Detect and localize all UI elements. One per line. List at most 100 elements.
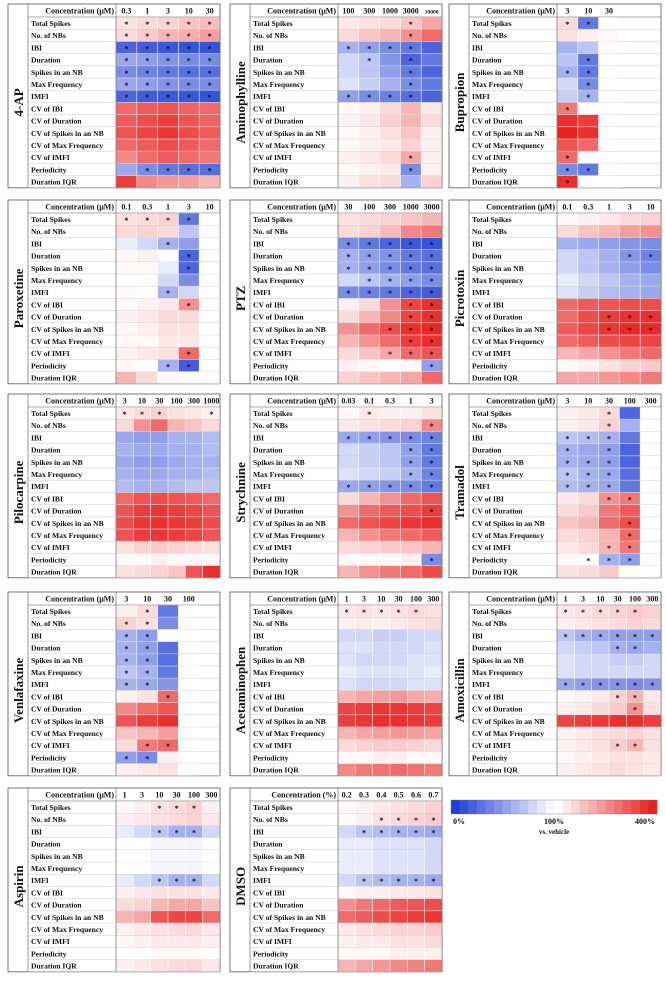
significance-marker: * <box>208 93 212 102</box>
heatmap-cell <box>578 17 599 29</box>
colorbar-step <box>476 800 486 814</box>
concentration-axis-label: Concentration (μM) <box>45 397 114 406</box>
heatmap-cell <box>178 605 199 617</box>
heatmap-cell <box>185 529 203 541</box>
heatmap-cell <box>338 947 356 960</box>
significance-marker: * <box>565 434 569 443</box>
significance-marker: * <box>145 608 149 617</box>
heatmap-cell <box>421 335 442 347</box>
heatmap-cell <box>116 690 137 703</box>
heatmap-cell <box>557 443 578 456</box>
metric-row-label: CV of IMFI <box>253 741 292 750</box>
heatmap-cell <box>116 727 137 739</box>
significance-marker: * <box>166 44 170 53</box>
heatmap-cell <box>157 678 179 691</box>
heatmap-cell <box>338 443 359 456</box>
heatmap-cell <box>137 175 158 188</box>
heatmap-cell <box>116 286 137 299</box>
heatmap-cell <box>199 286 220 299</box>
metric-row-label: CV of IMFI <box>253 349 292 358</box>
heatmap-cell <box>626 739 644 752</box>
heatmap-cell <box>557 468 578 480</box>
heatmap-cell <box>116 850 134 862</box>
heatmap-cell <box>557 114 578 127</box>
colorbar-step <box>451 800 460 814</box>
heatmap-cell <box>390 874 408 887</box>
heatmap-cell <box>185 935 203 948</box>
heatmap-cell <box>157 90 179 103</box>
heatmap-cell <box>116 702 137 715</box>
heatmap-cell <box>116 127 137 139</box>
metric-row-label: Total Spikes <box>472 409 512 418</box>
heatmap-cell <box>355 702 373 715</box>
heatmap-cell <box>338 837 356 850</box>
heatmap-cell <box>400 359 421 372</box>
significance-marker: * <box>208 69 212 78</box>
significance-marker: * <box>409 447 413 456</box>
concentration-tick: 1 <box>409 397 413 406</box>
heatmap-cell <box>390 850 408 862</box>
significance-marker: * <box>430 338 434 347</box>
metric-row-label: Total Spikes <box>253 19 293 28</box>
heatmap-cell <box>372 702 390 715</box>
heatmap-cell <box>157 237 179 250</box>
heatmap-cell <box>400 468 421 480</box>
significance-marker: * <box>565 471 569 480</box>
significance-marker: * <box>616 693 620 702</box>
metric-row-label: Periodicity <box>31 165 67 174</box>
metric-row-label: CV of IBI <box>253 300 285 309</box>
heatmap-cell <box>598 371 620 384</box>
heatmap-cell <box>643 678 661 691</box>
heatmap-cell <box>390 690 408 703</box>
heatmap-cell <box>185 886 203 899</box>
heatmap-cell <box>400 323 421 335</box>
concentration-tick: 100 <box>183 595 195 604</box>
heatmap-cell <box>150 911 168 923</box>
heatmap-cell <box>390 862 408 874</box>
heatmap-cell <box>643 751 661 764</box>
heatmap-cell <box>359 335 380 347</box>
heatmap-cell <box>133 837 151 850</box>
heatmap-cell <box>640 419 661 432</box>
concentration-tick: 3 <box>140 791 144 800</box>
metric-row-label: IMFI <box>31 876 49 885</box>
heatmap-cell <box>178 286 199 299</box>
heatmap-cell <box>390 666 408 678</box>
heatmap-cell <box>424 959 442 972</box>
heatmap-cell <box>137 163 158 176</box>
heatmap-cell <box>157 151 179 164</box>
metric-row-label: No. of NBs <box>253 31 288 40</box>
heatmap-cell <box>157 225 179 238</box>
metric-row-label: Spikes in an NB <box>472 68 524 77</box>
heatmap-cell <box>199 114 220 127</box>
heatmap-cell <box>178 298 199 311</box>
heatmap-cell <box>557 456 578 468</box>
heatmap-cell <box>400 553 421 566</box>
heatmap-cell <box>619 529 640 541</box>
colorbar-min-label: 0% <box>453 817 465 826</box>
colorbar-step <box>519 800 529 814</box>
significance-marker: * <box>409 350 413 359</box>
heatmap-cell <box>598 151 620 164</box>
heatmap-cell <box>133 504 151 517</box>
significance-marker: * <box>586 20 590 29</box>
heatmap-cell <box>185 553 203 566</box>
heatmap-cell <box>640 249 661 262</box>
concentration-tick: 3000 <box>403 7 419 16</box>
significance-marker: * <box>581 632 585 641</box>
heatmap-cell <box>178 139 199 151</box>
heatmap-cell <box>133 529 151 541</box>
metric-row-label: CV of Max Frequency <box>253 337 325 346</box>
significance-marker: * <box>414 608 418 617</box>
heatmap-cell <box>338 702 356 715</box>
heatmap-cell <box>379 213 401 225</box>
heatmap-cell <box>133 541 151 554</box>
heatmap-cell <box>379 66 401 78</box>
heatmap-cell <box>355 715 373 727</box>
heatmap-cell <box>202 407 220 419</box>
heatmap-cell <box>400 102 421 115</box>
colorbar-step <box>605 800 615 814</box>
heatmap-cell <box>557 127 578 139</box>
heatmap-cell <box>557 163 578 176</box>
